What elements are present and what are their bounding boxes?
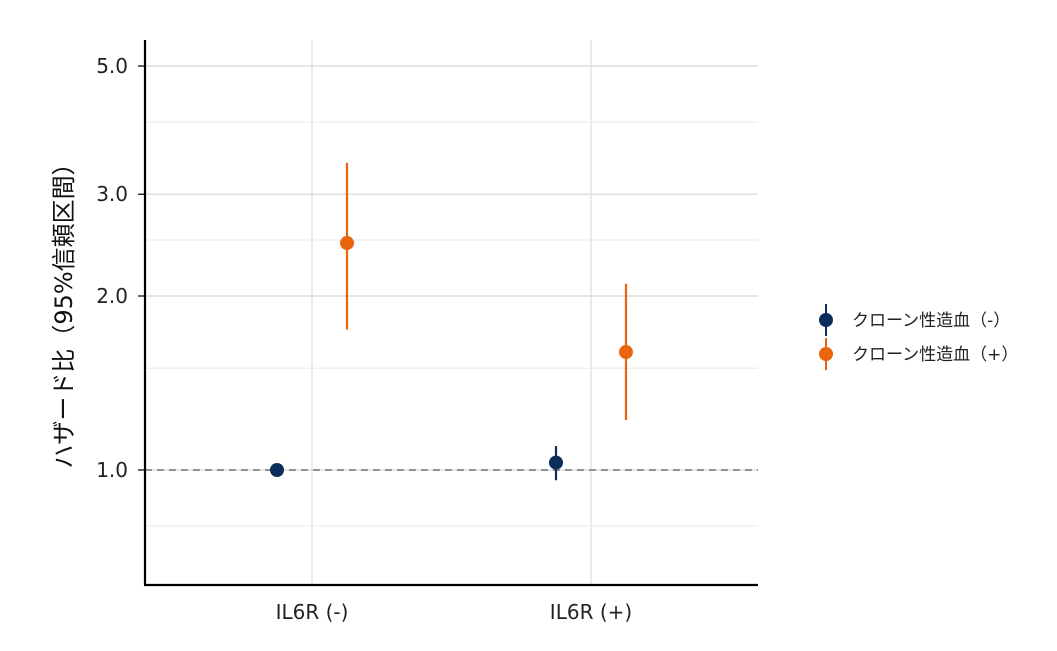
data-point	[619, 345, 633, 360]
grid	[145, 40, 758, 585]
x-tick-label: IL6R (-)	[276, 600, 349, 624]
x-tick-label: IL6R (+)	[550, 600, 632, 624]
data-points	[270, 162, 633, 481]
data-point	[270, 463, 284, 477]
data-point	[340, 236, 354, 251]
legend: クローン性造血（-） クローン性造血（+）	[819, 304, 1018, 370]
axes	[143, 40, 758, 587]
y-tick-label: 3.0	[96, 182, 128, 206]
data-point	[549, 455, 563, 470]
legend-label: クローン性造血（+）	[852, 345, 1018, 365]
tick-labels: 1.0 2.0 3.0 5.0 IL6R (-) IL6R (+)	[96, 54, 632, 624]
legend-key-point	[819, 313, 833, 327]
y-tick-label: 5.0	[96, 54, 128, 78]
legend-label: クローン性造血（-）	[852, 311, 1010, 331]
y-tick-label: 1.0	[96, 458, 128, 482]
legend-key-point	[819, 347, 833, 361]
y-tick-label: 2.0	[96, 284, 128, 308]
y-axis-label: ハザード比（95%信頼区間）	[50, 151, 78, 468]
